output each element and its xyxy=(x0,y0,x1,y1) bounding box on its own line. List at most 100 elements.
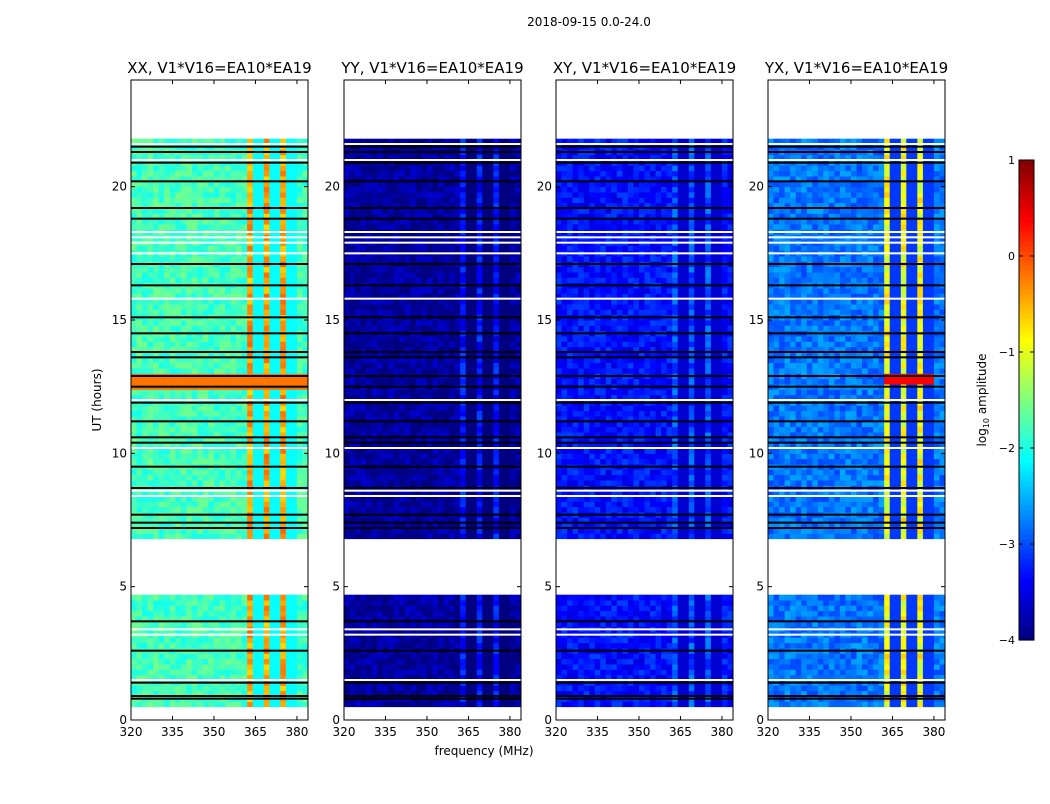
heatmap-cell xyxy=(225,595,231,601)
heatmap-cell xyxy=(275,653,281,659)
heatmap-cell xyxy=(297,368,303,374)
heatmap-cell xyxy=(170,605,176,611)
heatmap-cell xyxy=(131,669,137,675)
heatmap-cell xyxy=(444,363,450,369)
heatmap-cell xyxy=(220,459,226,465)
heatmap-cell xyxy=(170,192,176,198)
heatmap-cell xyxy=(361,427,367,433)
heatmap-cell xyxy=(427,368,433,374)
heatmap-cell xyxy=(416,475,422,481)
heatmap-cell xyxy=(344,643,350,649)
heatmap-cell xyxy=(181,653,187,659)
heatmap-cell xyxy=(137,224,143,230)
heatmap-cell xyxy=(159,192,165,198)
heatmap-cell xyxy=(220,643,226,649)
heatmap-cell xyxy=(361,389,367,395)
heatmap-cell xyxy=(197,192,203,198)
heatmap-cell xyxy=(148,664,154,670)
heatmap-cell xyxy=(280,600,286,606)
heatmap-cell xyxy=(444,459,450,465)
heatmap-cell xyxy=(197,611,203,617)
heatmap-cell xyxy=(153,277,159,283)
heatmap-cell xyxy=(236,685,242,691)
heatmap-cell xyxy=(355,501,361,507)
heatmap-cell xyxy=(225,411,231,417)
heatmap-cell xyxy=(214,595,220,601)
heatmap-cell xyxy=(225,600,231,606)
heatmap-cell xyxy=(170,600,176,606)
heatmap-cell xyxy=(247,171,253,177)
heatmap-cell xyxy=(148,427,154,433)
heatmap-cell xyxy=(264,664,270,670)
heatmap-cell xyxy=(131,304,137,310)
heatmap-cell xyxy=(410,459,416,465)
heatmap-cell xyxy=(416,653,422,659)
heatmap-cell xyxy=(164,653,170,659)
heatmap-cell xyxy=(164,379,170,385)
heatmap-cell xyxy=(170,501,176,507)
heatmap-cell xyxy=(372,389,378,395)
heatmap-cell xyxy=(142,165,148,171)
heatmap-cell xyxy=(159,304,165,310)
heatmap-cell xyxy=(242,507,248,513)
heatmap-cell xyxy=(208,605,214,611)
heatmap-cell xyxy=(438,363,444,369)
heatmap-cell xyxy=(225,637,231,643)
heatmap-cell xyxy=(455,427,461,433)
heatmap-cell xyxy=(247,533,253,539)
heatmap-cell xyxy=(297,389,303,395)
heatmap-cell xyxy=(361,469,367,475)
heatmap-cell xyxy=(280,507,286,513)
heatmap-cell xyxy=(504,611,510,617)
heatmap-cell xyxy=(350,643,356,649)
heatmap-cell xyxy=(203,469,209,475)
heatmap-cell xyxy=(405,507,411,513)
heatmap-cell xyxy=(269,256,275,262)
heatmap-cell xyxy=(164,701,170,707)
heatmap-cell xyxy=(225,427,231,433)
heatmap-cell xyxy=(444,533,450,539)
heatmap-cell xyxy=(186,368,192,374)
heatmap-cell xyxy=(488,664,494,670)
heatmap-cell xyxy=(142,611,148,617)
heatmap-cell xyxy=(286,165,292,171)
heatmap-cell xyxy=(355,379,361,385)
heatmap-cell xyxy=(170,659,176,665)
heatmap-cell xyxy=(460,643,466,649)
heatmap-cell xyxy=(455,611,461,617)
heatmap-cell xyxy=(186,701,192,707)
heatmap-cell xyxy=(460,368,466,374)
heatmap-cell xyxy=(377,653,383,659)
heatmap-cell xyxy=(220,533,226,539)
heatmap-cell xyxy=(186,267,192,273)
heatmap-cell xyxy=(394,685,400,691)
heatmap xyxy=(344,139,522,707)
heatmap-cell xyxy=(164,288,170,294)
heatmap-cell xyxy=(471,600,477,606)
heatmap-cell xyxy=(388,459,394,465)
heatmap-cell xyxy=(471,664,477,670)
heatmap-cell xyxy=(170,320,176,326)
flag-line xyxy=(131,218,308,220)
heatmap-cell xyxy=(208,336,214,342)
heatmap-cell xyxy=(350,341,356,347)
heatmap-cell xyxy=(383,600,389,606)
heatmap-cell xyxy=(286,379,292,385)
heatmap-cell xyxy=(350,507,356,513)
heatmap-cell xyxy=(482,600,488,606)
heatmap-cell xyxy=(355,659,361,665)
heatmap-cell xyxy=(291,368,297,374)
heatmap-cell xyxy=(181,533,187,539)
heatmap-cell xyxy=(131,325,137,331)
heatmap-cell xyxy=(466,533,472,539)
heatmap-cell xyxy=(208,363,214,369)
heatmap-cell xyxy=(142,272,148,278)
heatmap-cell xyxy=(460,480,466,486)
heatmap-cell xyxy=(208,405,214,411)
heatmap-cell xyxy=(275,325,281,331)
heatmap-cell xyxy=(482,480,488,486)
heatmap-cell xyxy=(449,427,455,433)
heatmap-cell xyxy=(350,480,356,486)
y-axis-label: UT (hours) xyxy=(90,368,104,431)
heatmap-cell xyxy=(275,501,281,507)
